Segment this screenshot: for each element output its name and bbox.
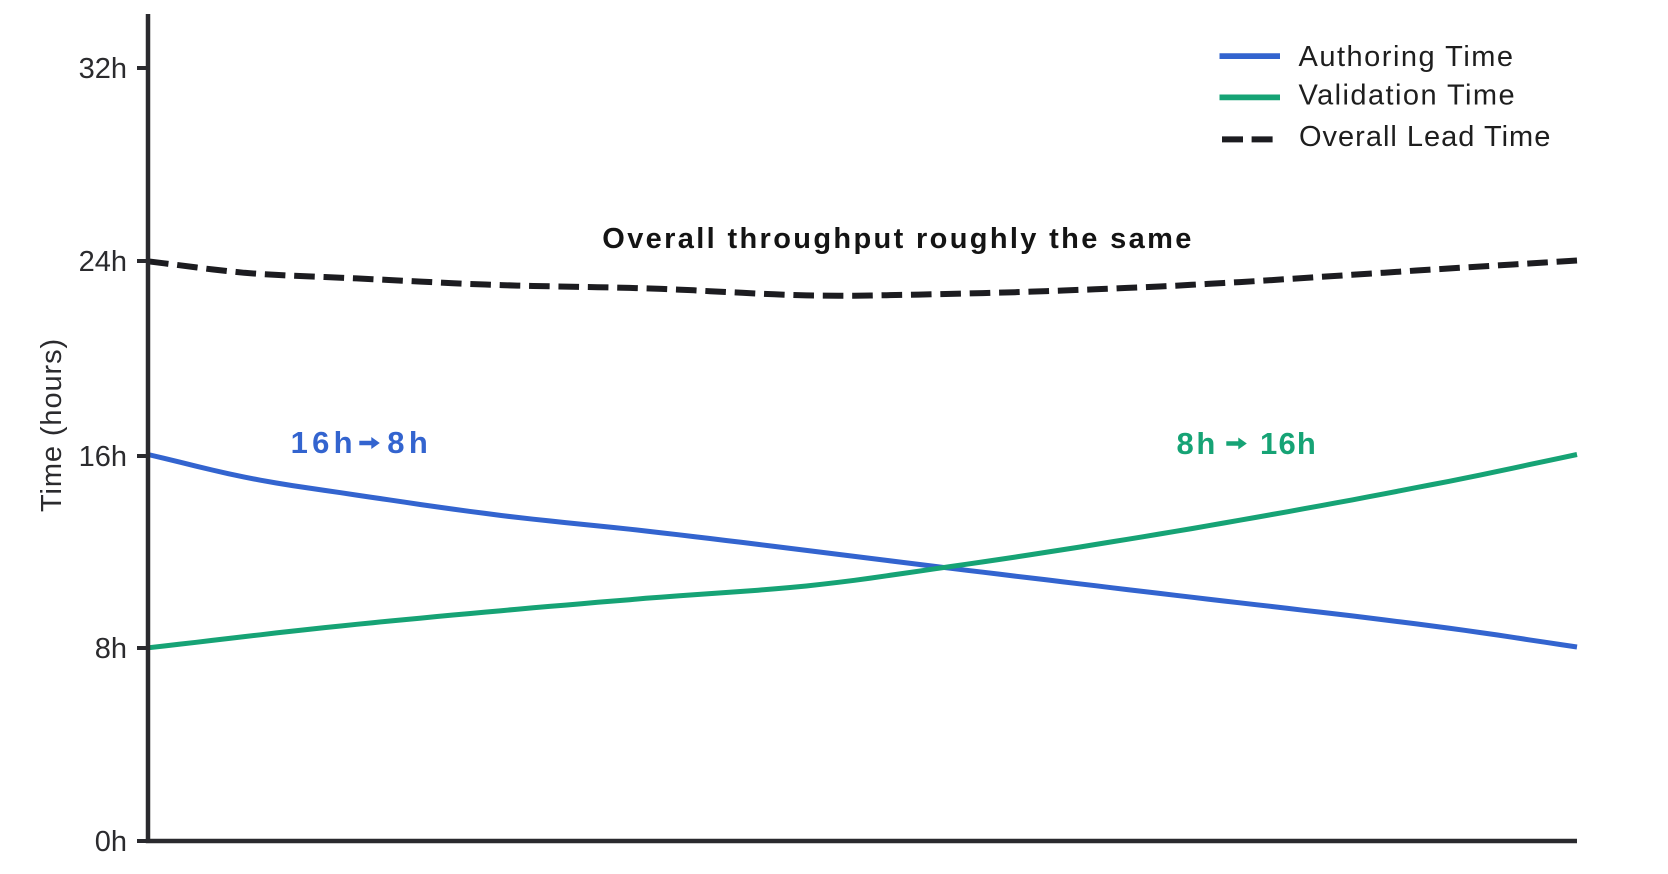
svg-text:16h: 16h bbox=[79, 441, 127, 473]
svg-text:8h: 8h bbox=[95, 633, 127, 665]
svg-text:Authoring Time: Authoring Time bbox=[1299, 41, 1515, 73]
svg-text:0h: 0h bbox=[95, 826, 127, 858]
svg-text:32h: 32h bbox=[79, 53, 127, 85]
svg-text:Time (hours): Time (hours) bbox=[36, 338, 68, 512]
svg-text:16h: 16h bbox=[1260, 426, 1317, 461]
svg-text:Overall Lead Time: Overall Lead Time bbox=[1299, 121, 1551, 153]
svg-text:16h: 16h bbox=[291, 425, 357, 460]
svg-text:Overall throughput roughly the: Overall throughput roughly the same bbox=[602, 223, 1193, 255]
svg-text:8h: 8h bbox=[387, 425, 432, 460]
svg-text:Validation Time: Validation Time bbox=[1299, 80, 1517, 112]
svg-text:8h: 8h bbox=[1177, 426, 1218, 461]
svg-text:24h: 24h bbox=[79, 246, 127, 278]
